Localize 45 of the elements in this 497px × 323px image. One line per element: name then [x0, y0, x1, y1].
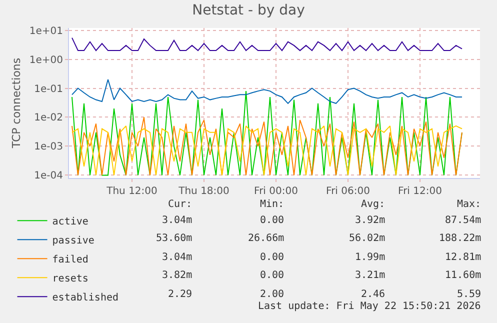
- text: 87.54m: [445, 215, 482, 226]
- text: 3.04m: [162, 252, 192, 263]
- text: 2.00: [260, 289, 284, 300]
- line-series: [72, 79, 462, 104]
- x-tick-label: Thu 12:00: [106, 186, 158, 197]
- text: 11.60m: [445, 270, 482, 281]
- text: Avg:: [361, 199, 386, 210]
- legend-label: resets: [52, 273, 88, 284]
- y-tick-label: 1e-01: [34, 84, 63, 95]
- text: Max:: [457, 199, 482, 210]
- text: 3.04m: [162, 215, 192, 226]
- text: Cur:: [168, 199, 192, 210]
- text: 3.92m: [355, 215, 386, 226]
- text: 12.81m: [445, 252, 482, 263]
- y-tick-label: 1e-04: [34, 170, 63, 182]
- text: 3.82m: [162, 270, 192, 281]
- text: 188.22m: [439, 233, 482, 244]
- text: 0.00: [260, 252, 284, 263]
- x-tick-label: Thu 18:00: [178, 186, 230, 197]
- y-tick-label: 1e-02: [34, 112, 63, 124]
- text: Last update: Fri May 22 15:50:21 2026: [258, 301, 481, 312]
- x-tick-label: Fri 12:00: [398, 186, 442, 197]
- legend-label: passive: [52, 235, 94, 246]
- x-tick-label: Fri 00:00: [254, 186, 298, 197]
- text: 53.60m: [156, 233, 192, 244]
- text: 2.46: [361, 289, 386, 300]
- text: 0.00: [260, 215, 284, 226]
- text: 56.02m: [349, 233, 386, 244]
- text: Min:: [260, 199, 284, 210]
- y-tick-label: 1e+00: [29, 54, 63, 66]
- text: 5.59: [457, 289, 482, 300]
- y-tick-label: 1e-03: [34, 142, 63, 153]
- legend-label: active: [52, 216, 88, 228]
- text: 2.29: [168, 289, 192, 300]
- text: 3.21m: [355, 270, 386, 281]
- text: 0.00: [260, 270, 284, 281]
- x-tick-label: Fri 06:00: [326, 186, 370, 197]
- text: 26.66m: [248, 233, 284, 244]
- y-tick-label: 1e+01: [29, 26, 63, 37]
- legend-label: failed: [52, 254, 88, 266]
- line-series: [72, 37, 462, 52]
- legend-label: established: [52, 292, 119, 304]
- y-axis-title: TCP connections: [10, 58, 24, 150]
- chart-title: Netstat - by day: [192, 2, 305, 19]
- text: 1.99m: [355, 252, 386, 263]
